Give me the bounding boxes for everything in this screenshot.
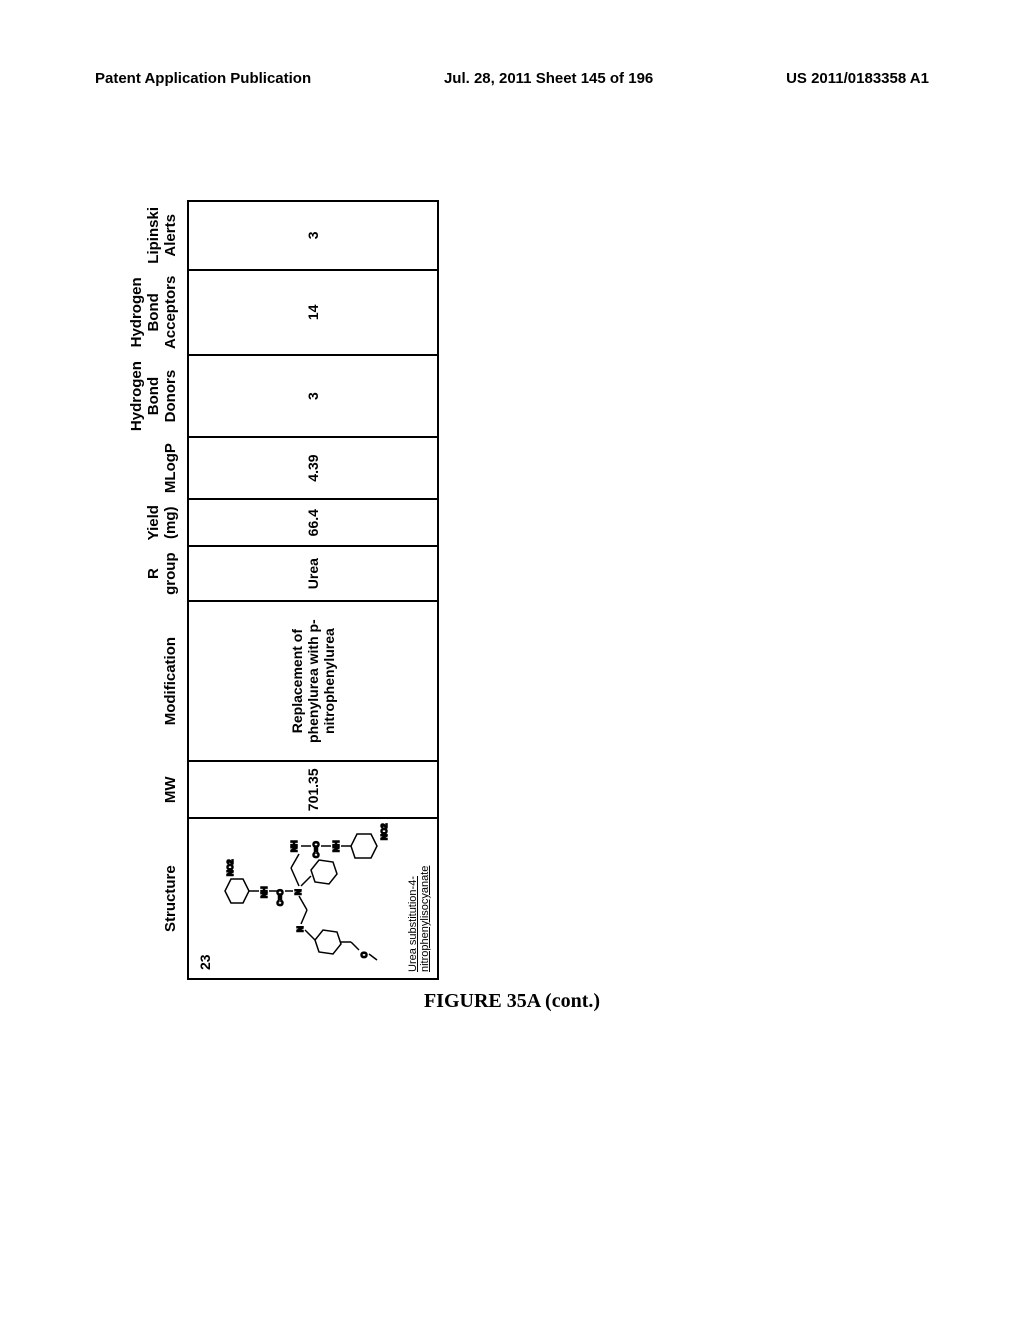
cell-rgroup: Urea <box>188 546 438 601</box>
figure-caption: FIGURE 35A (cont.) <box>0 990 1024 1013</box>
col-hbdonors: Hydrogen Bond Donors <box>120 355 188 437</box>
cell-hbacceptors: 14 <box>188 270 438 355</box>
table-row: 23 NO2 NH C=O <box>188 201 438 979</box>
svg-text:NH: NH <box>290 840 299 852</box>
cell-modification: Replacement of phenylurea with p-nitroph… <box>188 601 438 762</box>
data-table: Structure MW Modification R group Yield … <box>120 200 439 980</box>
svg-text:NH: NH <box>332 840 341 852</box>
molecule-diagram: NO2 NH C=O N N <box>219 808 399 968</box>
table-header-row: Structure MW Modification R group Yield … <box>120 201 188 979</box>
cell-yield: 66.4 <box>188 499 438 546</box>
content-area: Structure MW Modification R group Yield … <box>120 200 900 980</box>
col-lipinski: Lipinski Alerts <box>120 201 188 270</box>
header-center: Jul. 28, 2011 Sheet 145 of 196 <box>444 70 653 87</box>
cell-lipinski: 3 <box>188 201 438 270</box>
col-yield: Yield (mg) <box>120 499 188 546</box>
svg-text:NO2: NO2 <box>380 823 389 840</box>
header-right: US 2011/0183358 A1 <box>786 70 929 87</box>
rotated-table-container: Structure MW Modification R group Yield … <box>120 200 900 980</box>
svg-text:O: O <box>360 952 369 958</box>
svg-text:NO2: NO2 <box>226 859 235 876</box>
svg-text:N: N <box>296 926 305 932</box>
structure-label: Urea substitution-4-nitrophenylisocyanat… <box>407 819 431 972</box>
col-hbacceptors: Hydrogen Bond Acceptors <box>120 270 188 355</box>
header-left: Patent Application Publication <box>95 70 311 87</box>
row-number: 23 <box>197 954 213 970</box>
svg-text:NH: NH <box>260 886 269 898</box>
cell-mlogp: 4.39 <box>188 437 438 499</box>
page-header: Patent Application Publication Jul. 28, … <box>0 70 1024 87</box>
col-mlogp: MLogP <box>120 437 188 499</box>
svg-text:C=O: C=O <box>276 889 285 906</box>
cell-hbdonors: 3 <box>188 355 438 437</box>
cell-structure: 23 NO2 NH C=O <box>188 818 438 979</box>
col-rgroup: R group <box>120 546 188 601</box>
col-mw: MW <box>120 761 188 818</box>
svg-text:N: N <box>294 889 303 895</box>
col-structure: Structure <box>120 818 188 979</box>
col-modification: Modification <box>120 601 188 762</box>
svg-text:C=O: C=O <box>312 841 321 858</box>
